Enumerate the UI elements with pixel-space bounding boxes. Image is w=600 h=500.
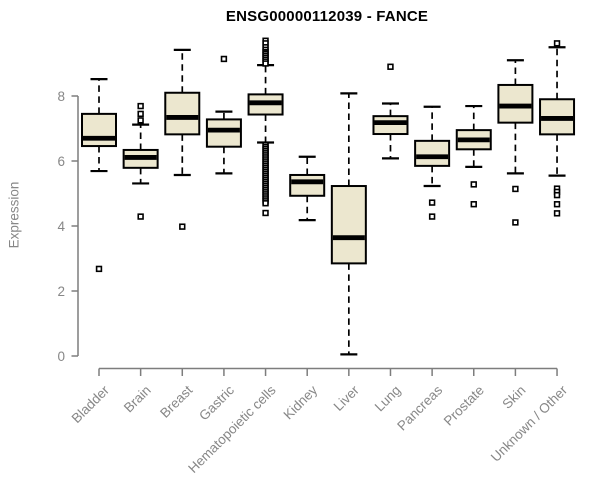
- box-kidney: [289, 155, 326, 222]
- iqr-box: [330, 185, 367, 265]
- x-tick-label: Liver: [331, 382, 363, 414]
- outlier-point: [137, 117, 144, 124]
- outlier-point: [553, 40, 561, 47]
- outlier-point: [220, 55, 228, 63]
- outlier-point: [137, 110, 144, 118]
- outlier-point: [553, 210, 561, 217]
- outlier-point: [137, 213, 144, 220]
- outlier-point: [179, 223, 186, 230]
- y-tick-label: 4: [57, 219, 65, 234]
- box-brain: [122, 102, 159, 220]
- x-tick-label: Gastric: [196, 382, 237, 423]
- box-breast: [164, 48, 201, 230]
- iqr-box: [289, 173, 326, 197]
- outlier-point: [470, 201, 477, 208]
- box-unknown-other: [539, 40, 576, 217]
- x-tick-label: Bladder: [69, 382, 113, 426]
- x-tick-label: Prostate: [441, 383, 487, 429]
- x-tick-label: Pancreas: [394, 382, 445, 433]
- box-gastric: [205, 55, 242, 175]
- y-tick-label: 0: [57, 349, 65, 364]
- x-tick-label: Skin: [499, 383, 528, 412]
- outlier-point: [262, 200, 269, 207]
- outlier-point: [553, 191, 561, 199]
- x-tick-label: Breast: [157, 382, 195, 420]
- x-tick-label: Kidney: [281, 382, 321, 422]
- x-tick-label: Lung: [372, 383, 404, 415]
- iqr-box: [414, 139, 451, 167]
- outlier-point: [428, 199, 436, 206]
- box-liver: [330, 92, 367, 356]
- outlier-point: [553, 201, 561, 208]
- box-lung: [372, 63, 409, 160]
- iqr-box: [205, 118, 242, 148]
- y-axis-label: Expression: [6, 181, 22, 249]
- x-tick-label: Brain: [121, 383, 154, 416]
- outlier-point: [512, 185, 519, 193]
- box-hematopoietic-cells: [247, 37, 284, 217]
- outlier-point: [262, 60, 269, 67]
- iqr-box: [372, 115, 409, 136]
- outlier-point: [95, 265, 103, 273]
- box-prostate: [455, 104, 492, 208]
- iqr-box: [81, 112, 117, 148]
- box-pancreas: [414, 105, 451, 220]
- outlier-point: [387, 63, 394, 70]
- box-skin: [497, 59, 534, 226]
- outlier-point: [470, 181, 477, 188]
- y-tick-label: 2: [57, 284, 65, 299]
- chart-title: ENSG00000112039 - FANCE: [225, 8, 429, 25]
- outlier-point: [137, 102, 144, 110]
- outlier-point: [428, 213, 436, 220]
- x-tick-label: Unknown / Other: [488, 382, 571, 465]
- y-tick-label: 6: [57, 154, 65, 169]
- outlier-point: [512, 219, 519, 226]
- outlier-point: [262, 209, 269, 217]
- box-bladder: [81, 77, 117, 273]
- y-tick-label: 8: [57, 89, 65, 104]
- iqr-box: [164, 91, 201, 136]
